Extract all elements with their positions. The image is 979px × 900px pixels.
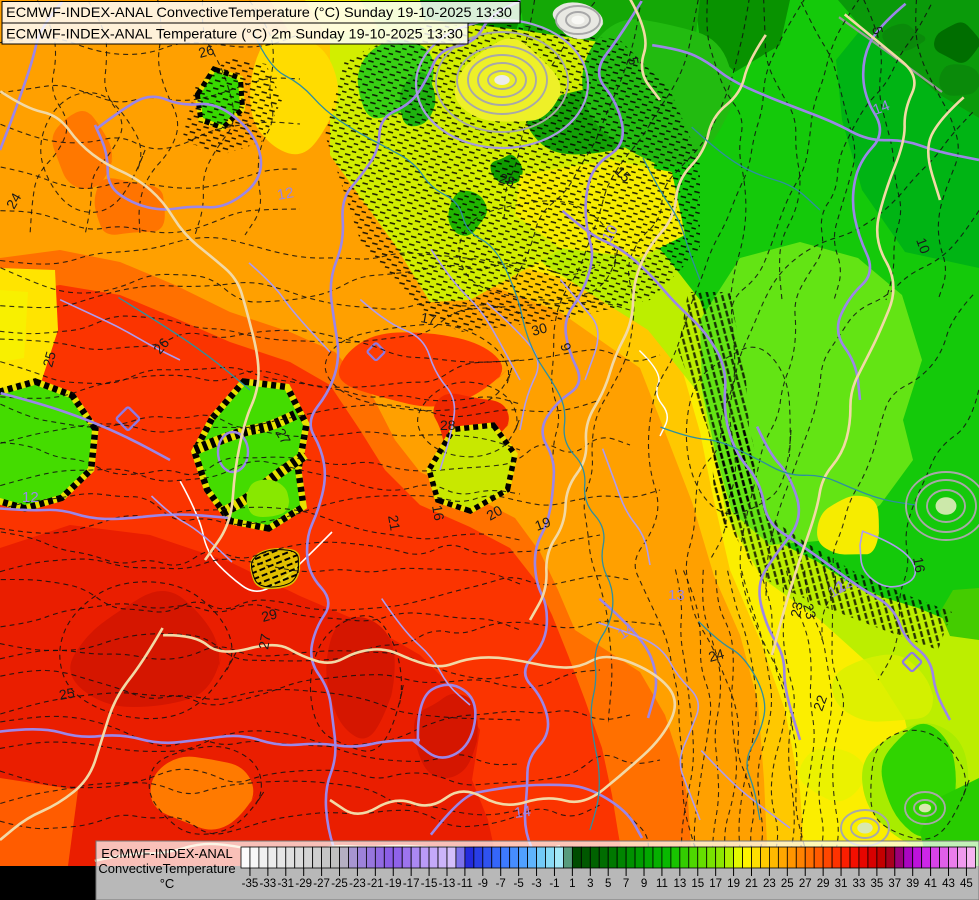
- svg-text:12: 12: [826, 578, 849, 601]
- svg-text:30: 30: [530, 319, 549, 339]
- svg-text:-17: -17: [403, 878, 420, 890]
- svg-text:21: 21: [385, 514, 403, 532]
- svg-text:22: 22: [810, 693, 830, 713]
- svg-text:45: 45: [960, 878, 973, 890]
- svg-text:-25: -25: [331, 878, 348, 890]
- svg-text:29: 29: [817, 878, 830, 890]
- svg-text:29: 29: [260, 605, 279, 625]
- svg-text:11: 11: [656, 878, 668, 890]
- svg-text:ECMWF-INDEX-ANAL ConvectiveTem: ECMWF-INDEX-ANAL ConvectiveTemperature (…: [6, 4, 512, 20]
- svg-text:31: 31: [835, 878, 848, 890]
- svg-text:17: 17: [709, 878, 722, 890]
- svg-text:12: 12: [834, 574, 855, 596]
- svg-text:12: 12: [22, 489, 39, 506]
- svg-text:13: 13: [673, 878, 686, 890]
- svg-text:-15: -15: [421, 878, 438, 890]
- svg-text:5: 5: [605, 878, 611, 890]
- svg-text:24: 24: [3, 190, 25, 212]
- svg-text:16: 16: [429, 504, 447, 522]
- svg-text:-31: -31: [277, 878, 294, 890]
- svg-text:15: 15: [691, 878, 704, 890]
- svg-text:14: 14: [871, 97, 892, 119]
- svg-text:37: 37: [888, 878, 901, 890]
- svg-text:27: 27: [799, 878, 812, 890]
- svg-text:-3: -3: [531, 878, 541, 890]
- svg-text:35: 35: [870, 878, 883, 890]
- svg-text:-27: -27: [313, 878, 330, 890]
- svg-text:26: 26: [197, 41, 216, 61]
- svg-text:14: 14: [615, 620, 638, 643]
- svg-text:10: 10: [913, 236, 933, 256]
- svg-text:5: 5: [869, 25, 887, 37]
- svg-text:23: 23: [787, 600, 805, 618]
- svg-text:-21: -21: [367, 878, 384, 890]
- svg-text:-23: -23: [349, 878, 366, 890]
- svg-text:33: 33: [853, 878, 866, 890]
- svg-text:23: 23: [763, 878, 776, 890]
- svg-text:-1: -1: [549, 878, 559, 890]
- svg-text:25: 25: [781, 878, 794, 890]
- svg-text:10: 10: [599, 222, 622, 245]
- svg-text:23: 23: [800, 602, 820, 621]
- svg-text:28: 28: [497, 170, 517, 190]
- svg-text:25: 25: [39, 349, 59, 368]
- svg-text:7: 7: [623, 878, 629, 890]
- svg-text:ECMWF-INDEX-ANAL: ECMWF-INDEX-ANAL: [101, 846, 232, 861]
- svg-text:-13: -13: [439, 878, 456, 890]
- svg-text:19: 19: [533, 513, 553, 533]
- svg-text:28: 28: [440, 417, 456, 433]
- svg-text:39: 39: [906, 878, 919, 890]
- svg-text:16: 16: [910, 556, 928, 574]
- svg-text:-9: -9: [478, 878, 488, 890]
- svg-text:1: 1: [569, 878, 575, 890]
- svg-text:5: 5: [625, 56, 642, 67]
- svg-text:41: 41: [924, 878, 937, 890]
- svg-text:-11: -11: [457, 878, 473, 890]
- svg-text:-19: -19: [385, 878, 402, 890]
- svg-text:19: 19: [727, 878, 740, 890]
- svg-text:-35: -35: [242, 878, 259, 890]
- svg-text:17: 17: [419, 309, 437, 327]
- svg-text:27: 27: [272, 426, 294, 448]
- svg-text:13: 13: [668, 587, 685, 604]
- svg-text:-5: -5: [514, 878, 524, 890]
- svg-text:21: 21: [745, 878, 758, 890]
- svg-text:14: 14: [513, 803, 532, 822]
- svg-text:-29: -29: [295, 878, 312, 890]
- svg-text:12: 12: [276, 184, 295, 204]
- svg-text:9: 9: [641, 878, 647, 890]
- svg-text:ConvectiveTemperature: ConvectiveTemperature: [98, 861, 235, 876]
- svg-text:20: 20: [484, 502, 506, 524]
- svg-text:°C: °C: [160, 876, 175, 891]
- svg-text:ECMWF-INDEX-ANAL Temperature (: ECMWF-INDEX-ANAL Temperature (°C) 2m Sun…: [6, 26, 463, 42]
- svg-text:-7: -7: [496, 878, 506, 890]
- svg-text:27: 27: [255, 632, 273, 650]
- svg-text:43: 43: [942, 878, 955, 890]
- svg-text:-33: -33: [260, 878, 277, 890]
- svg-text:3: 3: [587, 878, 593, 890]
- svg-text:24: 24: [707, 645, 726, 665]
- svg-text:25: 25: [58, 684, 76, 702]
